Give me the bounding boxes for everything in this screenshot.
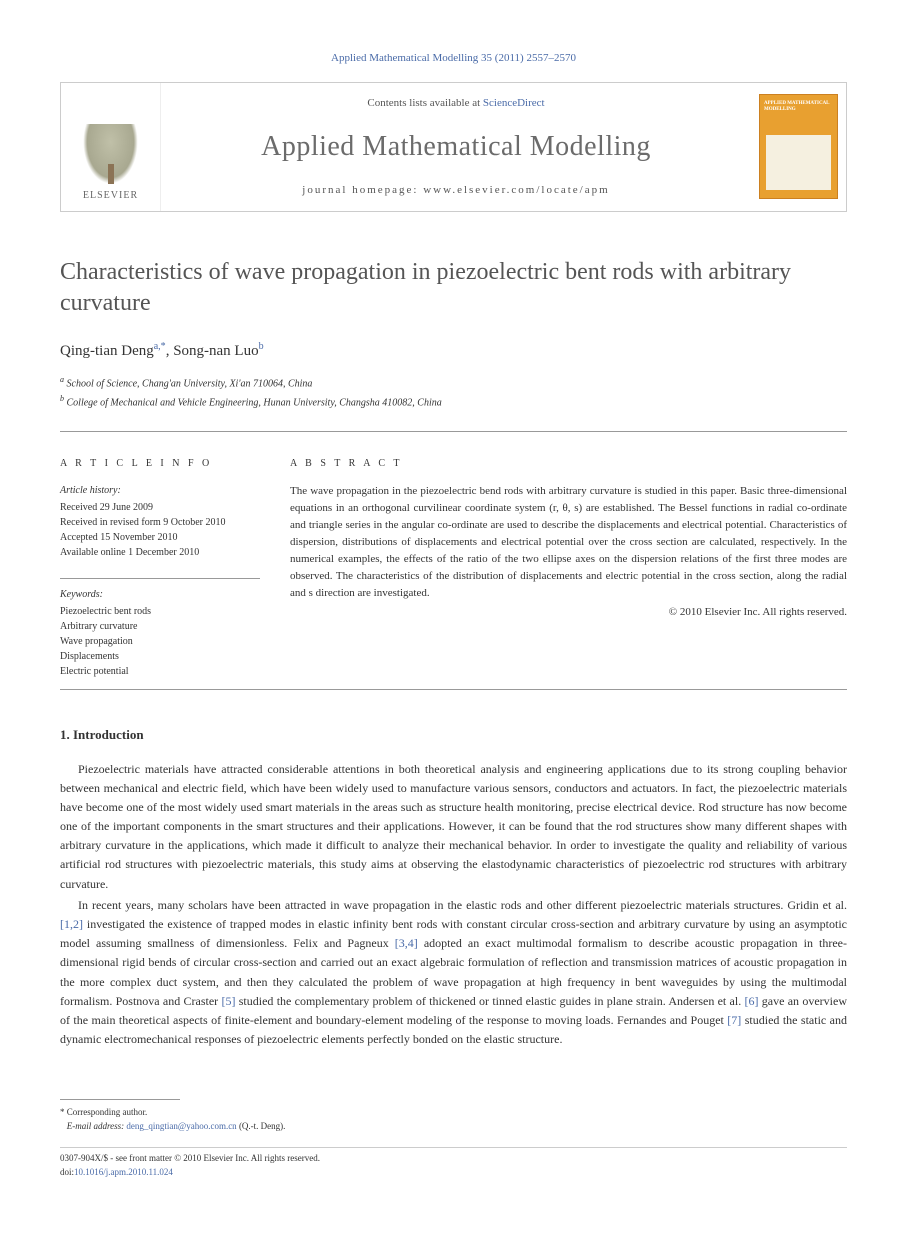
history-item: Received in revised form 9 October 2010 [60, 515, 260, 530]
publisher-name: ELSEVIER [83, 188, 138, 203]
article-info-heading: A R T I C L E I N F O [60, 456, 260, 471]
keywords-label: Keywords: [60, 578, 260, 602]
email-suffix: (Q.-t. Deng). [237, 1121, 286, 1131]
cover-thumb-inset [766, 135, 831, 190]
journal-cover-thumbnail: APPLIED MATHEMATICAL MODELLING [759, 94, 838, 199]
divider-top [60, 431, 847, 432]
affiliation-a: a School of Science, Chang'an University… [60, 374, 847, 392]
article-title: Characteristics of wave propagation in p… [60, 257, 847, 319]
ref-link-3-4[interactable]: [3,4] [395, 936, 418, 950]
page-container: Applied Mathematical Modelling 35 (2011)… [0, 0, 907, 1219]
publisher-logo-area: ELSEVIER [61, 83, 161, 211]
ref-link-5[interactable]: [5] [221, 994, 235, 1008]
article-info-column: A R T I C L E I N F O Article history: R… [60, 442, 260, 679]
email-line: E-mail address: deng_qingtian@yahoo.com.… [60, 1120, 847, 1134]
footnote-block: * Corresponding author. E-mail address: … [60, 1106, 847, 1133]
intro-paragraph-1: Piezoelectric materials have attracted c… [60, 760, 847, 894]
doi-label: doi: [60, 1167, 74, 1177]
affiliation-b-text: College of Mechanical and Vehicle Engine… [67, 397, 442, 408]
journal-name: Applied Mathematical Modelling [171, 126, 741, 168]
info-abstract-row: A R T I C L E I N F O Article history: R… [60, 442, 847, 679]
para2-text: studied the complementary problem of thi… [235, 994, 744, 1008]
journal-homepage: journal homepage: www.elsevier.com/locat… [171, 182, 741, 199]
email-label: E-mail address: [67, 1121, 124, 1131]
ref-link-1-2[interactable]: [1,2] [60, 917, 83, 931]
author-email-link[interactable]: deng_qingtian@yahoo.com.cn [126, 1121, 236, 1131]
affiliations: a School of Science, Chang'an University… [60, 374, 847, 411]
ref-link-7[interactable]: [7] [727, 1013, 741, 1027]
abstract-copyright: © 2010 Elsevier Inc. All rights reserved… [290, 604, 847, 621]
history-list: Received 29 June 2009 Received in revise… [60, 500, 260, 560]
keywords-list: Piezoelectric bent rods Arbitrary curvat… [60, 604, 260, 679]
corresponding-author-label: * Corresponding author. [60, 1106, 847, 1120]
ref-link-6[interactable]: [6] [745, 994, 759, 1008]
journal-banner: ELSEVIER Contents lists available at Sci… [60, 82, 847, 212]
divider-bottom [60, 689, 847, 690]
keyword-item: Piezoelectric bent rods [60, 604, 260, 619]
history-item: Available online 1 December 2010 [60, 545, 260, 560]
history-item: Accepted 15 November 2010 [60, 530, 260, 545]
intro-paragraph-2: In recent years, many scholars have been… [60, 896, 847, 1050]
keyword-item: Displacements [60, 649, 260, 664]
keyword-item: Wave propagation [60, 634, 260, 649]
footnote-divider [60, 1099, 180, 1100]
affiliation-a-sup: a [60, 375, 64, 384]
banner-cover-area: APPLIED MATHEMATICAL MODELLING [751, 83, 846, 211]
author-2-sup: b [259, 341, 264, 352]
keyword-item: Arbitrary curvature [60, 619, 260, 634]
abstract-text: The wave propagation in the piezoelectri… [290, 483, 847, 602]
contents-prefix: Contents lists available at [367, 97, 482, 109]
author-2: Song-nan Luo [173, 343, 258, 359]
doi-line: doi:10.1016/j.apm.2010.11.024 [60, 1166, 847, 1180]
authors-line: Qing-tian Denga,*, Song-nan Luob [60, 339, 847, 363]
contents-available-line: Contents lists available at ScienceDirec… [171, 95, 741, 112]
affiliation-b: b College of Mechanical and Vehicle Engi… [60, 393, 847, 411]
affiliation-a-text: School of Science, Chang'an University, … [67, 379, 313, 390]
doi-link[interactable]: 10.1016/j.apm.2010.11.024 [74, 1167, 173, 1177]
elsevier-tree-icon [83, 124, 138, 184]
keyword-item: Electric potential [60, 664, 260, 679]
affiliation-b-sup: b [60, 394, 64, 403]
abstract-column: A B S T R A C T The wave propagation in … [290, 442, 847, 679]
author-1: Qing-tian Deng [60, 343, 154, 359]
banner-center: Contents lists available at ScienceDirec… [161, 83, 751, 211]
history-label: Article history: [60, 483, 260, 498]
front-matter-line: 0307-904X/$ - see front matter © 2010 El… [60, 1152, 847, 1166]
abstract-heading: A B S T R A C T [290, 456, 847, 471]
author-1-sup: a,* [154, 341, 166, 352]
history-item: Received 29 June 2009 [60, 500, 260, 515]
para2-text: In recent years, many scholars have been… [78, 898, 847, 912]
cover-thumb-title: APPLIED MATHEMATICAL MODELLING [764, 101, 833, 113]
sciencedirect-link[interactable]: ScienceDirect [483, 97, 545, 109]
footer-block: 0307-904X/$ - see front matter © 2010 El… [60, 1147, 847, 1179]
section-1-heading: 1. Introduction [60, 725, 847, 745]
header-citation: Applied Mathematical Modelling 35 (2011)… [60, 50, 847, 67]
